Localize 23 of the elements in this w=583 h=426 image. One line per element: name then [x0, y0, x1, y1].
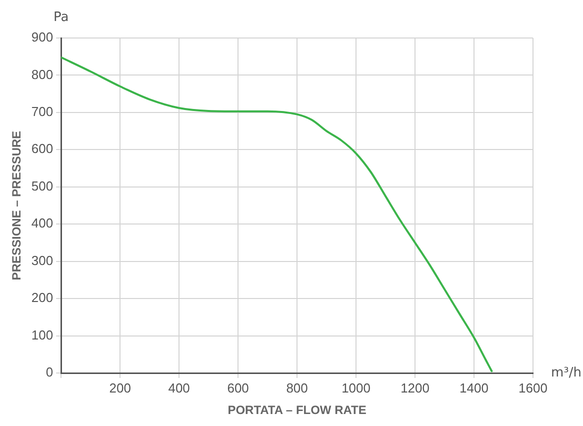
x-axis-title: PORTATA – FLOW RATE [228, 403, 366, 418]
y-tick-label: 800 [31, 66, 54, 82]
line-series [61, 56, 493, 372]
y-tick-label: 500 [31, 178, 54, 194]
x-tick-label: 1000 [342, 380, 370, 396]
y-tick-label: 100 [31, 327, 54, 342]
x-tick-label: 1400 [460, 380, 488, 396]
y-tick-label: 200 [31, 290, 54, 306]
y-axis-title: PRESSIONE – PRESSURE [10, 130, 24, 280]
y-tick-label: 700 [31, 104, 54, 120]
x-tick-label: 800 [286, 380, 308, 396]
y-tick-label: 400 [31, 216, 54, 231]
text: Pa [53, 10, 69, 25]
x-tick-label: 1600 [518, 380, 548, 396]
x-tick-label: 400 [168, 380, 190, 396]
x-tick-label: 200 [109, 380, 131, 396]
x-tick-label: 1200 [400, 380, 430, 396]
text: m³/h [551, 365, 582, 380]
x-tick-label: 600 [227, 380, 249, 396]
y-tick-label: 300 [31, 252, 54, 268]
y-tick-label: 900 [31, 30, 54, 45]
y-tick-label: 0 [46, 364, 54, 380]
y-tick-label: 600 [31, 141, 54, 156]
